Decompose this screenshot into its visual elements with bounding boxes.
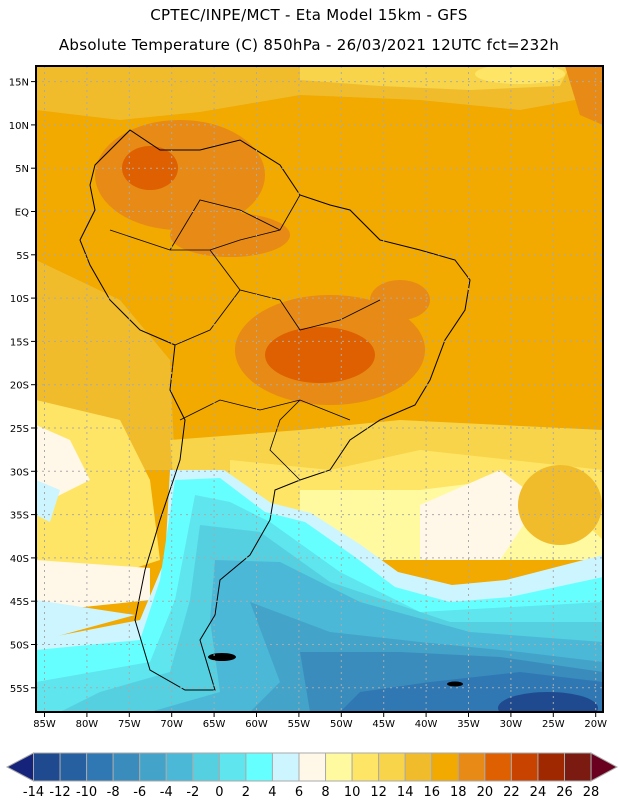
colorbar-swatch	[325, 752, 353, 782]
lat-label: 20S	[10, 381, 29, 392]
lat-label: EQ	[15, 208, 29, 219]
colorbar-swatch	[59, 752, 88, 782]
colorbar-swatch	[457, 752, 486, 782]
colorbar-label: 6	[295, 785, 303, 800]
lat-label: 5S	[16, 251, 29, 262]
colorbar-swatch	[484, 752, 512, 782]
colorbar-label: 20	[477, 785, 494, 800]
colorbar-label: 22	[503, 785, 520, 800]
colorbar-label: -4	[160, 785, 173, 800]
colorbar: -14 -12 -10 -8 -6 -4 -2 0 2 4 6 8 10 12 14 16 18 20 22 24 26…	[5, 752, 618, 800]
colorbar-swatch	[112, 752, 141, 782]
axis-labels: 15N 10N 5N EQ 5S 10S 15S 20S 25S 30S 35S 40S 45S 50S 5…	[9, 78, 607, 730]
lon-label: 80W	[76, 719, 99, 730]
colorbar-label: 28	[583, 785, 600, 800]
colorbar-high-arrow	[590, 752, 618, 782]
lat-label: 15S	[10, 337, 29, 348]
lon-label: 65W	[203, 719, 226, 730]
colorbar-swatch	[510, 752, 539, 782]
lon-label: 25W	[542, 719, 565, 730]
colorbar-swatch	[86, 752, 114, 782]
lon-label: 20W	[584, 719, 607, 730]
lat-label: 50S	[10, 641, 29, 652]
lon-label: 70W	[160, 719, 183, 730]
lon-label: 60W	[245, 719, 268, 730]
colorbar-swatch	[218, 752, 247, 782]
colorbar-label: 8	[321, 785, 329, 800]
lat-label: 10S	[10, 294, 29, 305]
title-line-2: Absolute Temperature (C) 850hPa - 26/03/…	[58, 36, 560, 54]
lon-label: 55W	[288, 719, 311, 730]
colorbar-swatch	[564, 752, 592, 782]
colorbar-swatch	[404, 752, 433, 782]
coastline	[79, 129, 471, 691]
colorbar-swatch	[271, 752, 300, 782]
lat-label: 15N	[9, 78, 29, 89]
colorbar-label: 26	[556, 785, 573, 800]
colorbar-label: -14	[23, 785, 44, 800]
colorbar-label: 16	[423, 785, 440, 800]
colorbar-label: 0	[215, 785, 223, 800]
colorbar-swatch	[537, 752, 566, 782]
colorbar-label: -2	[186, 785, 199, 800]
map-frame	[35, 65, 604, 713]
colorbar-swatch	[245, 752, 273, 782]
colorbar-label: 14	[397, 785, 414, 800]
lon-label: 30W	[500, 719, 523, 730]
colorbar-label: 18	[450, 785, 467, 800]
lon-label: 85W	[33, 719, 56, 730]
colorbar-swatch	[165, 752, 194, 782]
lat-label: 40S	[10, 554, 29, 565]
lat-label: 25S	[10, 424, 29, 435]
colorbar-label: 10	[344, 785, 361, 800]
lat-label: 35S	[10, 511, 29, 522]
graticule	[36, 66, 603, 712]
colorbar-swatch	[139, 752, 167, 782]
lon-label: 75W	[118, 719, 141, 730]
lat-label: 45S	[10, 597, 29, 608]
lon-label: 50W	[330, 719, 353, 730]
lat-label: 55S	[10, 684, 29, 695]
colorbar-label: 4	[268, 785, 276, 800]
colorbar-label: -8	[107, 785, 120, 800]
colorbar-swatch	[431, 752, 459, 782]
colorbar-swatch	[351, 752, 380, 782]
colorbar-label: -6	[133, 785, 146, 800]
colorbar-swatch	[298, 752, 327, 782]
lat-label: 10N	[9, 121, 29, 132]
lon-label: 40W	[415, 719, 438, 730]
colorbar-label: 24	[530, 785, 547, 800]
colorbar-low-arrow	[5, 752, 34, 782]
colorbar-label: 12	[370, 785, 387, 800]
temperature-field	[36, 66, 603, 712]
lon-label: 35W	[457, 719, 480, 730]
lon-label: 45W	[372, 719, 395, 730]
title-line-1: CPTEC/INPE/MCT - Eta Model 15km - GFS	[150, 6, 468, 24]
colorbar-swatch	[378, 752, 406, 782]
colorbar-label: 2	[242, 785, 250, 800]
lat-label: 30S	[10, 467, 29, 478]
colorbar-swatch	[33, 752, 61, 782]
lat-label: 5N	[15, 164, 29, 175]
colorbar-label: -12	[49, 785, 70, 800]
colorbar-swatch	[192, 752, 220, 782]
colorbar-label: -10	[76, 785, 97, 800]
